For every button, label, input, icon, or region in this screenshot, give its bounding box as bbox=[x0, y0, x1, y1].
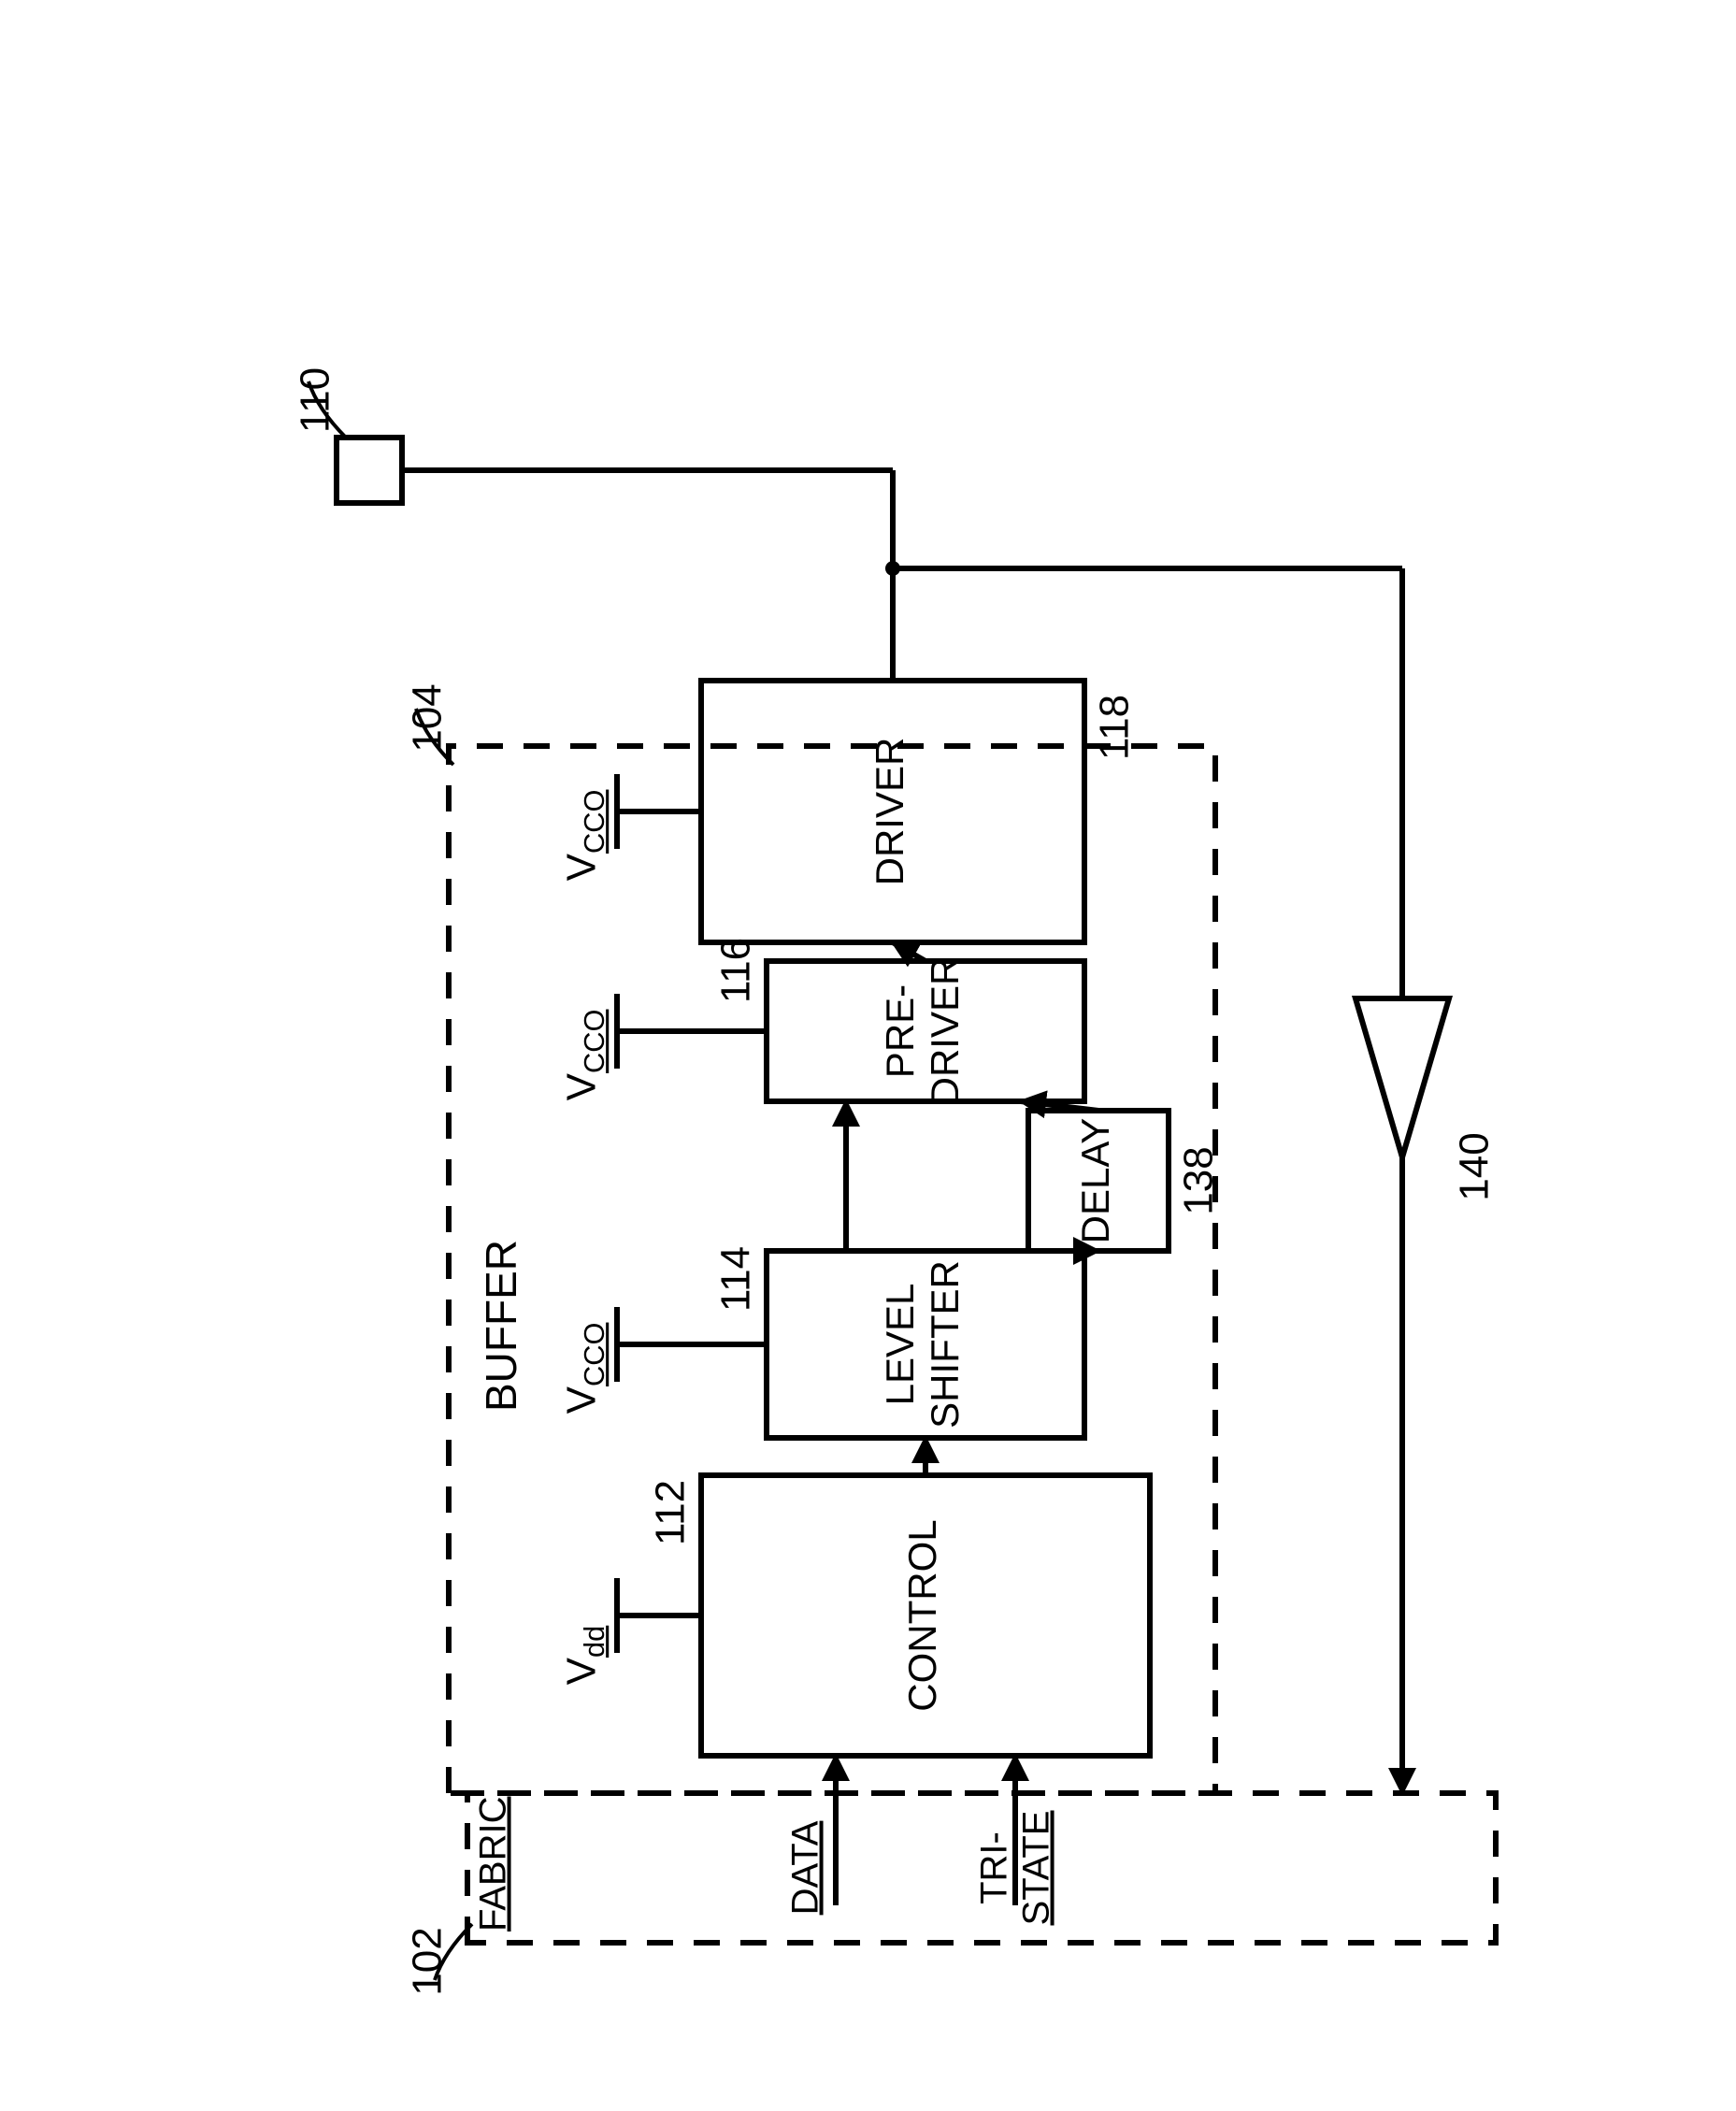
svg-text:STATE: STATE bbox=[1016, 1811, 1057, 1926]
svg-text:110: 110 bbox=[293, 367, 338, 433]
svg-text:V: V bbox=[559, 1657, 605, 1685]
svg-text:PRE-: PRE- bbox=[878, 984, 922, 1078]
svg-text:CCO: CCO bbox=[578, 1323, 610, 1386]
svg-text:BUFFER: BUFFER bbox=[477, 1240, 525, 1412]
svg-text:114: 114 bbox=[713, 1246, 759, 1312]
svg-text:140: 140 bbox=[1452, 1132, 1498, 1200]
svg-text:102: 102 bbox=[405, 1927, 451, 1995]
svg-text:DRIVER: DRIVER bbox=[868, 738, 911, 886]
svg-text:118: 118 bbox=[1092, 695, 1138, 760]
svg-text:SHIFTER: SHIFTER bbox=[923, 1260, 967, 1429]
svg-text:FABRIC: FABRIC bbox=[473, 1797, 514, 1931]
svg-text:CONTROL: CONTROL bbox=[900, 1519, 944, 1711]
svg-text:V: V bbox=[559, 1386, 605, 1414]
svg-text:dd: dd bbox=[578, 1626, 610, 1658]
svg-text:CCO: CCO bbox=[578, 1010, 610, 1073]
svg-text:TRI-: TRI- bbox=[974, 1831, 1015, 1904]
svg-text:LEVEL: LEVEL bbox=[878, 1284, 922, 1406]
svg-text:CCO: CCO bbox=[578, 790, 610, 854]
svg-text:DRIVER: DRIVER bbox=[923, 957, 967, 1106]
svg-text:138: 138 bbox=[1176, 1146, 1222, 1214]
svg-text:DATA: DATA bbox=[785, 1820, 826, 1915]
svg-text:DELAY: DELAY bbox=[1073, 1118, 1117, 1244]
svg-text:112: 112 bbox=[648, 1480, 694, 1545]
svg-text:V: V bbox=[559, 853, 605, 881]
svg-text:V: V bbox=[559, 1072, 605, 1100]
svg-text:116: 116 bbox=[713, 938, 759, 1003]
svg-text:104: 104 bbox=[405, 683, 451, 752]
